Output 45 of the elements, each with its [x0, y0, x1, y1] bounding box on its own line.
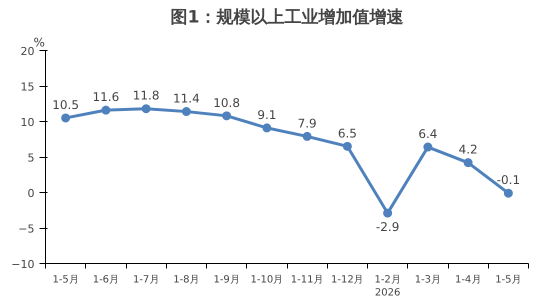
y-tick-label: 5: [28, 152, 34, 164]
point: [302, 132, 312, 141]
y-tick-label: 0: [28, 187, 34, 200]
point: [342, 142, 352, 151]
data-label: -2.9: [376, 220, 400, 234]
x-tick-label: 1-2月 2026: [374, 274, 401, 299]
point: [383, 208, 392, 218]
x-tick-label: 1-3月: [414, 274, 442, 286]
data-label: 6.5: [338, 126, 357, 140]
x-tick-label: 1-6月: [92, 274, 120, 286]
data-label: 11.6: [92, 90, 120, 104]
data-label: -0.1: [496, 173, 520, 188]
y-tick-label: −10: [11, 258, 35, 271]
x-tick-label: 1-5月: [495, 274, 522, 286]
data-label: 11.8: [132, 88, 160, 103]
x-tick-label: 1-4月: [454, 274, 482, 286]
point: [182, 107, 191, 116]
data-label: 7.9: [298, 116, 317, 130]
y-tick-label: 20: [20, 45, 35, 58]
data-label: 6.4: [418, 127, 438, 142]
point: [101, 106, 110, 115]
x-tick-label: 1-12月: [331, 274, 364, 286]
y-tick-label: 15: [20, 80, 35, 94]
x-tick-label: 1-10月: [250, 274, 284, 286]
data-label: 10.5: [52, 98, 79, 112]
x-tick-label: 1-7月: [132, 274, 160, 286]
chart-title: 图1：规模以上工业增加值增速: [170, 8, 404, 28]
x-tick-label: 1-5月: [52, 274, 79, 286]
point: [504, 188, 513, 198]
point: [464, 158, 473, 168]
data-label: 10.8: [213, 96, 240, 110]
point: [222, 111, 232, 120]
x-tick-label: 1-9月: [213, 274, 240, 286]
point: [423, 142, 432, 152]
point: [262, 123, 272, 132]
x-tick-label: 1-11月: [290, 274, 324, 286]
y-axis-title: %: [34, 36, 45, 50]
y-tick-label: 10: [20, 116, 35, 129]
data-label: 9.1: [257, 108, 276, 122]
point: [61, 113, 70, 122]
data-label: 4.2: [458, 142, 478, 157]
x-tick-label: 1-8月: [173, 274, 200, 286]
data-label: 11.4: [173, 92, 200, 106]
y-tick-label: −5: [18, 222, 35, 236]
point: [142, 104, 151, 114]
